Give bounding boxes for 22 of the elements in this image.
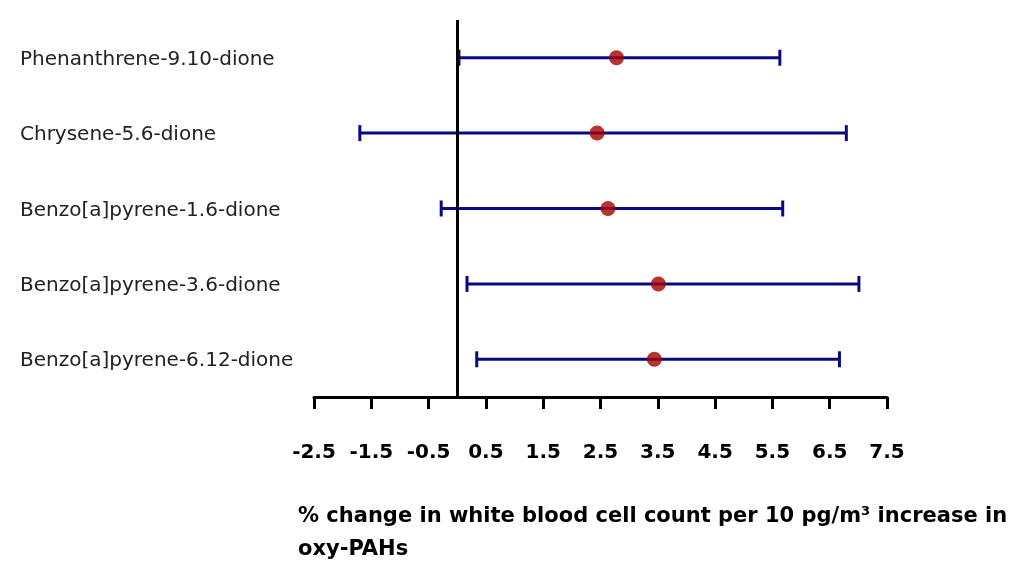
point [589, 125, 605, 141]
x-tick-label: 7.5 [869, 439, 905, 463]
x-tick-label: 3.5 [640, 439, 676, 463]
y-tick-label: Benzo[a]pyrene-1.6-dione [20, 196, 281, 221]
y-tick-label: Benzo[a]pyrene-3.6-dione [20, 271, 281, 296]
y-tick-label: Chrysene-5.6-dione [20, 121, 217, 146]
x-tick-label: 1.5 [525, 439, 561, 463]
y-tick-label: Benzo[a]pyrene-6.12-dione [20, 347, 294, 372]
point [609, 50, 625, 66]
y-tick-label: Phenanthrene-9.10-dione [20, 45, 275, 70]
x-tick-label: 2.5 [582, 439, 619, 463]
point [600, 201, 616, 216]
x-axis-title: % change in white blood cell count per 10 pg/m³ increase in oxy-PAHs [298, 502, 1015, 560]
x-tick-label: 0.5 [468, 439, 504, 463]
point [646, 351, 662, 367]
x-tick-label: 6.5 [811, 439, 848, 463]
point [650, 276, 666, 292]
x-tick-label: -1.5 [349, 439, 394, 463]
x-tick-label: 5.5 [754, 439, 791, 463]
x-tick-label: -2.5 [292, 439, 336, 463]
x-tick-label: 4.5 [697, 439, 733, 463]
x-tick-label: -0.5 [406, 439, 451, 463]
